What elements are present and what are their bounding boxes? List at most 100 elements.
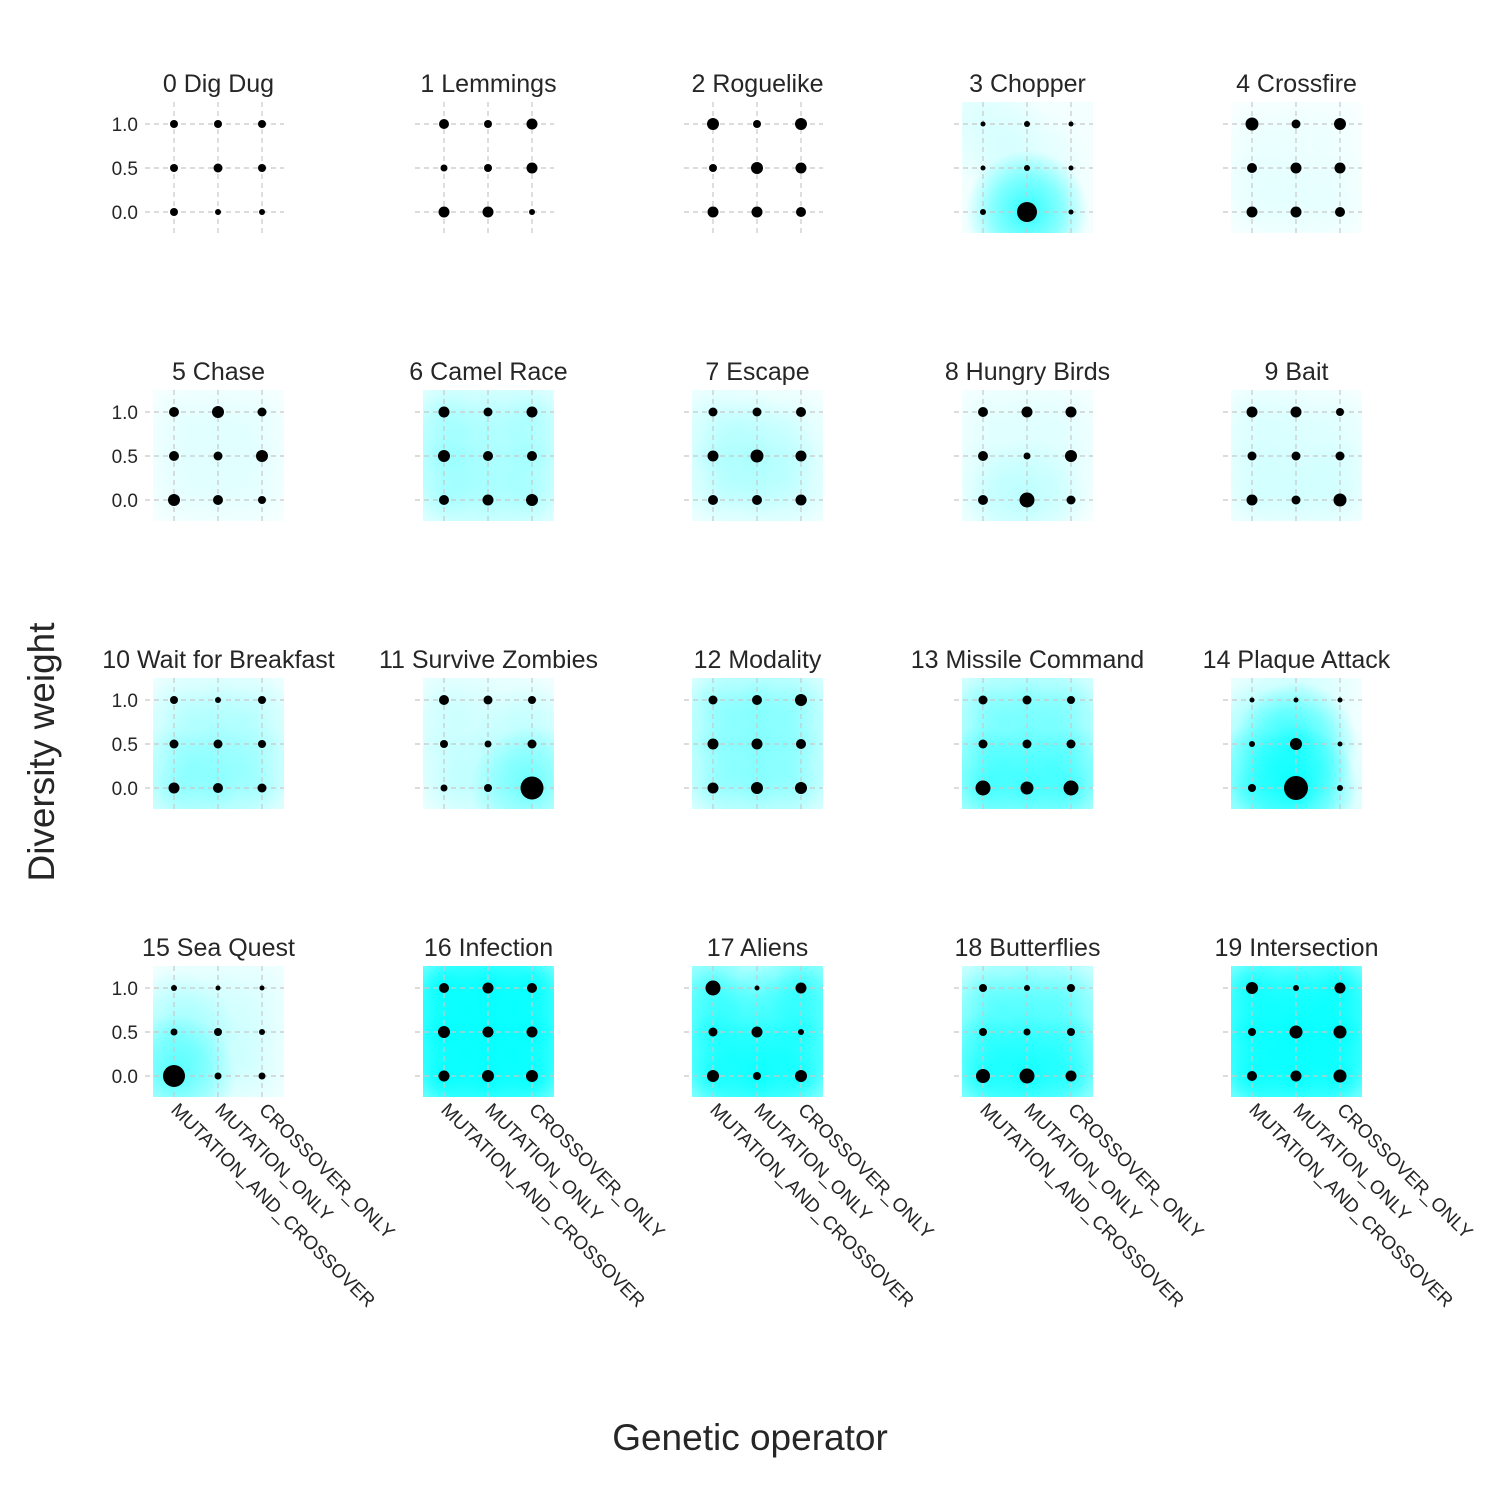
data-point	[798, 1029, 804, 1035]
data-point	[1248, 1028, 1256, 1036]
data-point	[707, 206, 719, 218]
data-point	[1247, 1071, 1257, 1081]
data-point	[526, 1070, 538, 1082]
data-point	[1065, 450, 1077, 462]
data-point	[1289, 1025, 1303, 1039]
data-point	[439, 983, 449, 993]
data-point	[1247, 451, 1257, 461]
y-tick-label: 0.5	[112, 735, 138, 756]
data-point	[258, 120, 266, 128]
data-point	[1290, 162, 1302, 174]
panel-title: 15 Sea Quest	[142, 934, 295, 962]
data-point	[171, 985, 177, 991]
data-point	[752, 495, 762, 505]
data-point	[484, 164, 492, 172]
y-tick-label: 1.0	[112, 979, 138, 1000]
data-point	[1247, 163, 1257, 173]
data-point	[256, 450, 268, 462]
data-point	[1024, 165, 1030, 171]
data-point	[1023, 452, 1031, 460]
data-point	[1245, 117, 1259, 131]
panel: 7 Escape	[684, 358, 823, 523]
data-point	[170, 208, 178, 216]
data-point	[484, 120, 492, 128]
panel: 12 Modality	[684, 646, 823, 811]
data-point	[212, 406, 224, 418]
data-point	[526, 494, 538, 506]
data-point	[979, 1028, 987, 1036]
data-point	[978, 407, 988, 417]
panel-title: 13 Missile Command	[911, 646, 1144, 674]
data-point	[213, 163, 223, 173]
panel: 18 ButterfliesMUTATION_AND_CROSSOVERMUTA…	[954, 934, 1207, 1312]
data-point	[754, 985, 760, 991]
data-point	[213, 783, 223, 793]
data-point	[1022, 695, 1032, 705]
data-point	[1248, 784, 1256, 792]
data-point	[1019, 492, 1035, 508]
y-tick-label: 0.5	[112, 159, 138, 180]
data-point	[980, 121, 986, 127]
panels-group: 0 Dig Dug 1.0 0.5 0.0 1 Lemmings 2 Roguelike 3…	[102, 70, 1476, 1312]
data-point	[980, 165, 986, 171]
panel-title: 18 Butterflies	[955, 934, 1101, 962]
data-point	[979, 984, 987, 992]
data-point	[708, 495, 718, 505]
data-point	[215, 697, 221, 703]
data-point	[1021, 406, 1033, 418]
data-point	[976, 1069, 990, 1083]
data-point	[527, 739, 537, 749]
panel: 4 Crossfire	[1223, 70, 1362, 235]
data-point	[527, 983, 537, 993]
data-point	[795, 450, 807, 462]
panel: 0 Dig Dug 1.0 0.5 0.0	[112, 70, 284, 235]
y-tick-label: 0.0	[112, 1067, 138, 1088]
panel-title: 4 Crossfire	[1236, 70, 1357, 98]
data-point	[438, 1070, 450, 1082]
data-point	[1246, 494, 1258, 506]
panel-title: 11 Survive Zombies	[379, 646, 598, 674]
data-point	[215, 985, 221, 991]
data-point	[258, 740, 266, 748]
data-point	[1066, 495, 1076, 505]
panel-title: 1 Lemmings	[420, 70, 556, 98]
data-point	[170, 120, 178, 128]
data-point	[170, 696, 178, 704]
data-point	[708, 1027, 718, 1037]
data-point	[1290, 738, 1302, 750]
data-point	[709, 164, 717, 172]
data-point	[1249, 697, 1255, 703]
data-point	[213, 451, 223, 461]
data-point	[520, 776, 544, 800]
panel-title: 2 Roguelike	[691, 70, 823, 98]
panel-title: 8 Hungry Birds	[945, 358, 1110, 386]
data-point	[795, 162, 807, 174]
heat-blob	[1234, 678, 1358, 762]
data-point	[1246, 982, 1258, 994]
data-point	[1022, 739, 1032, 749]
data-point	[1017, 202, 1037, 222]
data-point	[1337, 741, 1343, 747]
data-point	[258, 1072, 266, 1080]
data-point	[795, 1070, 807, 1082]
data-point	[1063, 780, 1079, 796]
data-point	[440, 164, 448, 172]
data-point	[1067, 984, 1075, 992]
y-tick-label: 0.0	[112, 491, 138, 512]
data-point	[1334, 118, 1346, 130]
data-point	[1290, 406, 1302, 418]
data-point	[1333, 1025, 1347, 1039]
data-point	[1293, 985, 1299, 991]
panel: 17 AliensMUTATION_AND_CROSSOVERMUTATION_…	[684, 934, 937, 1312]
data-point	[707, 1070, 719, 1082]
data-point	[257, 783, 267, 793]
data-point	[439, 119, 449, 129]
data-point	[259, 985, 265, 991]
data-point	[1068, 209, 1074, 215]
data-point	[1333, 493, 1347, 507]
data-point	[705, 980, 721, 996]
data-point	[1024, 121, 1030, 127]
data-point	[752, 407, 762, 417]
data-point	[975, 780, 991, 796]
